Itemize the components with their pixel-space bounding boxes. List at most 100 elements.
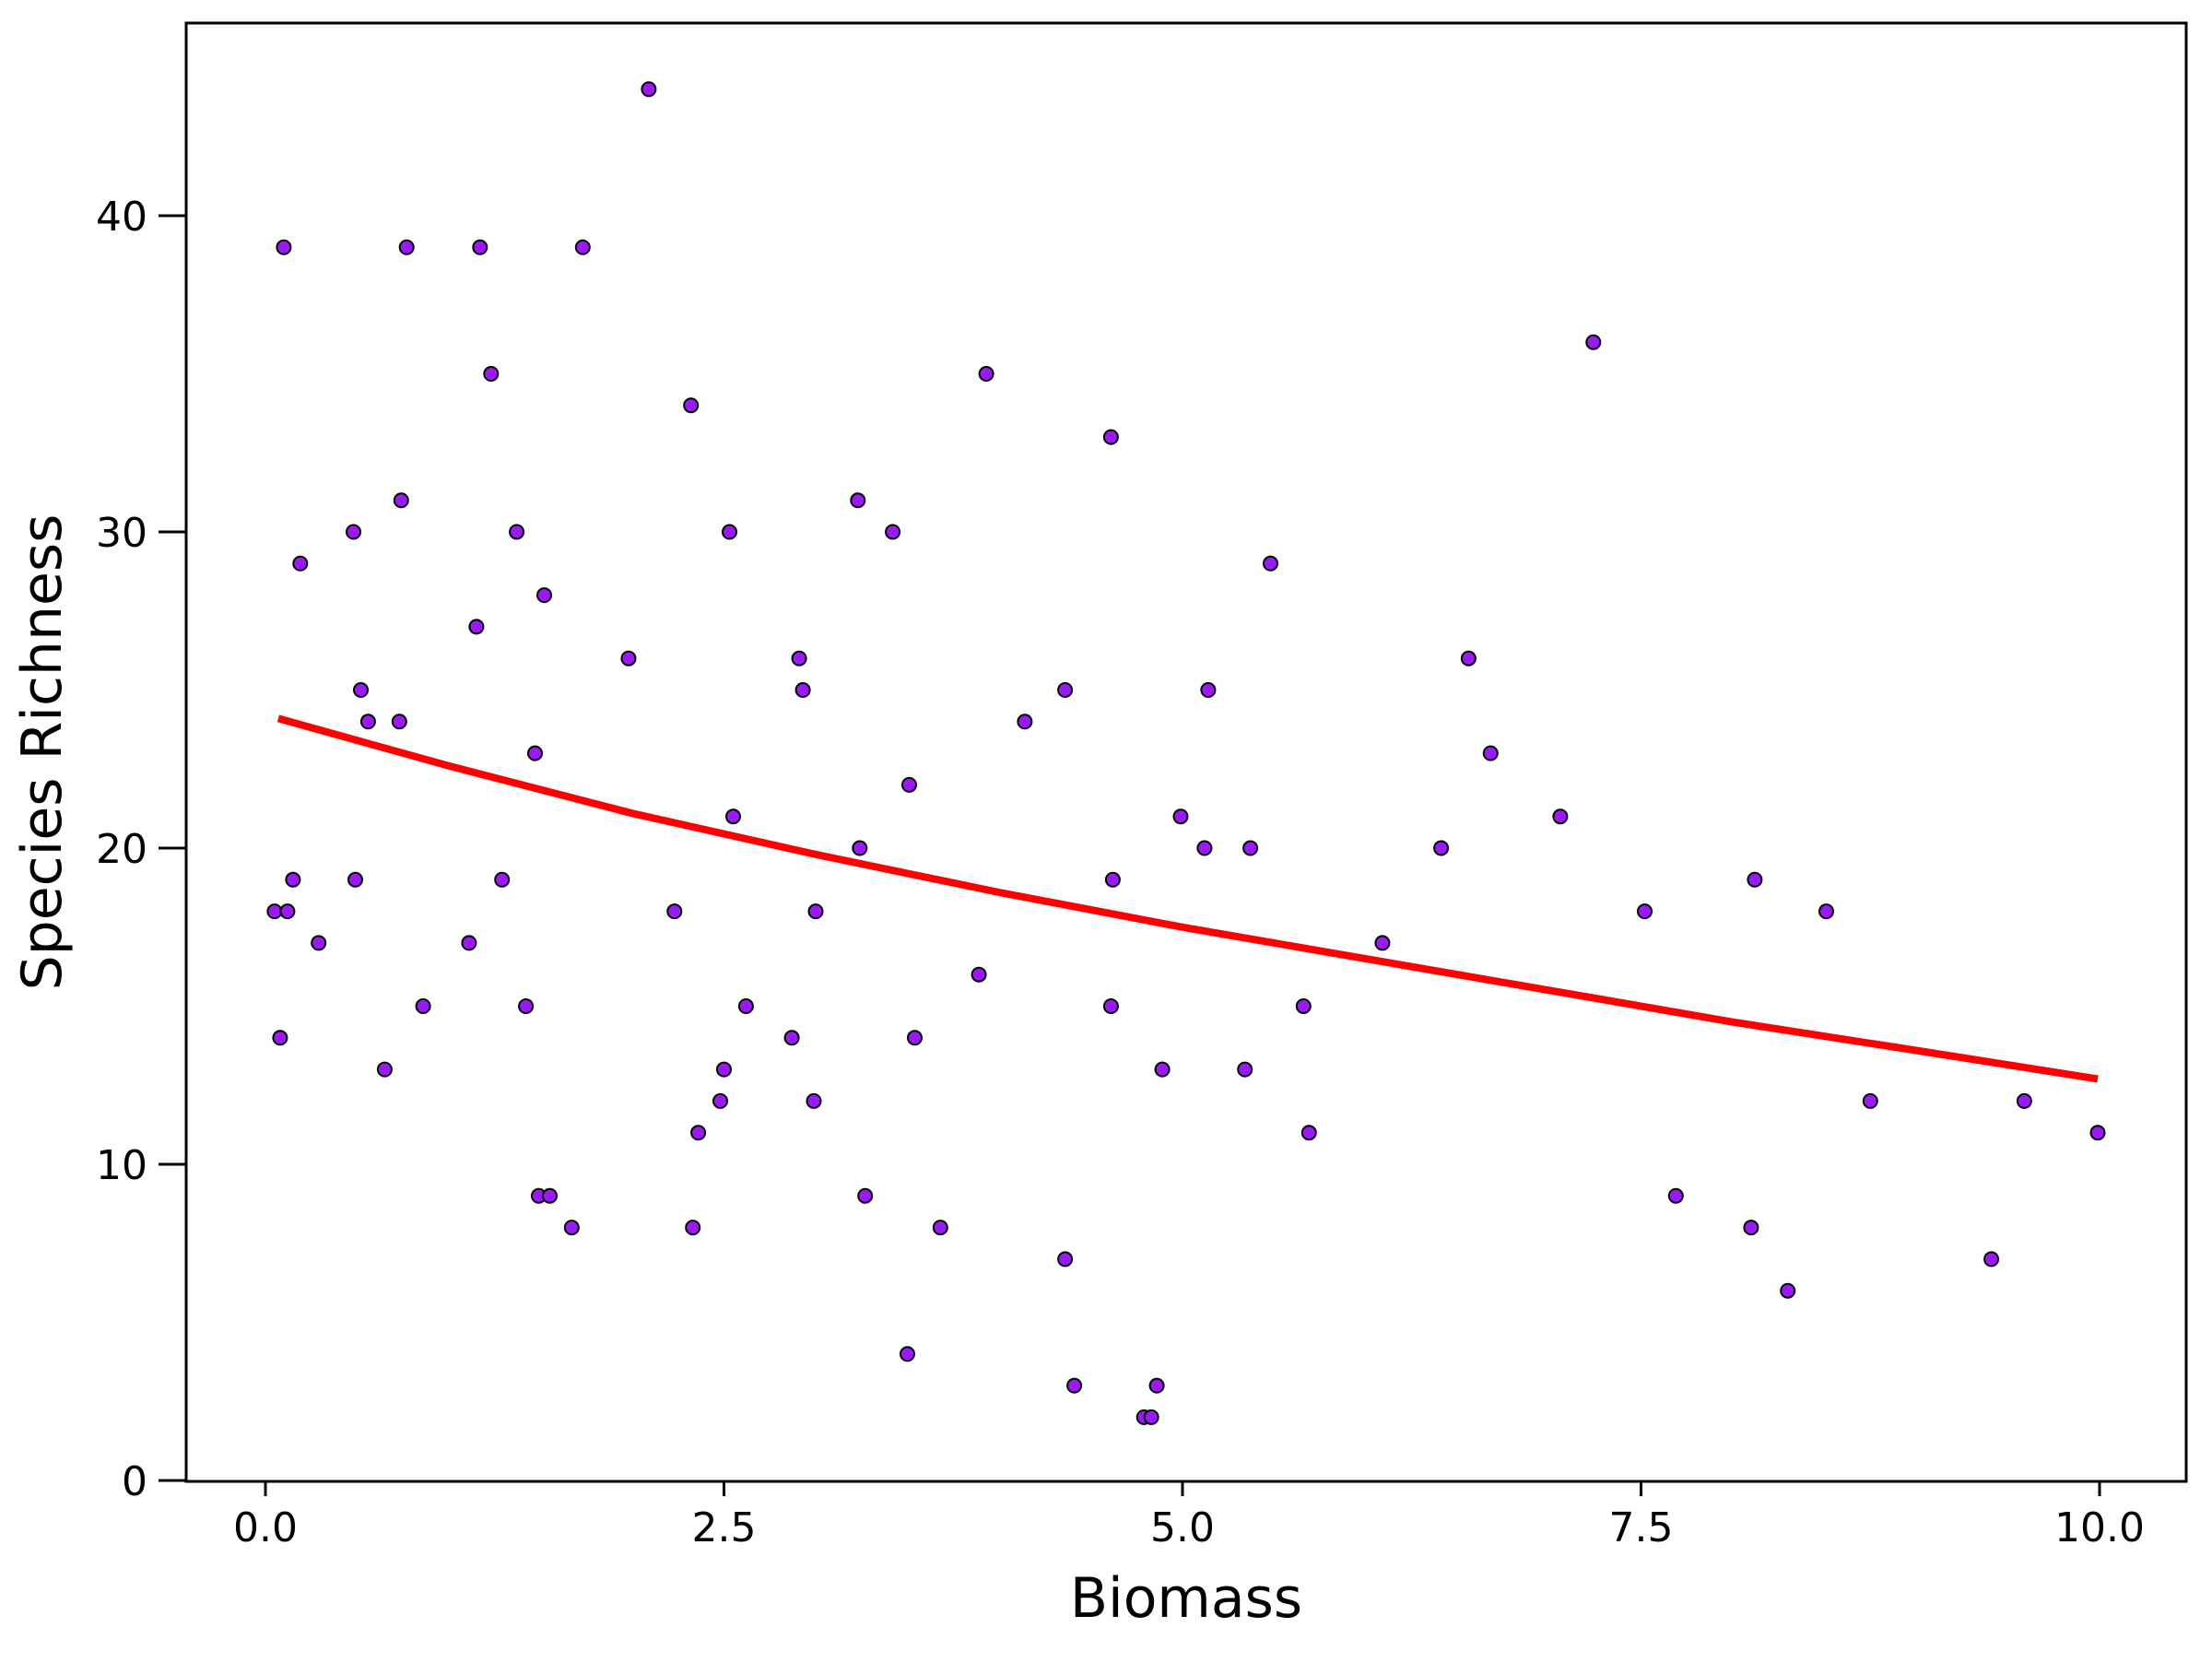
data-point	[850, 492, 866, 509]
data-point	[346, 524, 361, 540]
data-point	[472, 239, 488, 255]
data-point	[932, 1220, 948, 1236]
y-tick-label: 30	[96, 510, 147, 557]
data-point	[685, 1220, 701, 1236]
data-point	[1818, 903, 1834, 920]
data-point	[1057, 1251, 1074, 1268]
data-point	[509, 524, 525, 540]
data-point	[725, 808, 741, 825]
data-point	[527, 745, 543, 761]
plot-frame	[184, 21, 2188, 1483]
data-point	[737, 998, 754, 1014]
data-point	[272, 1030, 288, 1046]
data-point	[1374, 935, 1391, 951]
data-point	[1242, 840, 1259, 856]
data-point	[1237, 1061, 1253, 1078]
data-point	[542, 1187, 558, 1204]
data-point	[1300, 1125, 1317, 1141]
data-point	[620, 650, 637, 666]
data-point	[292, 555, 309, 572]
data-point	[279, 903, 296, 920]
x-tick-label: 7.5	[1609, 1504, 1674, 1551]
y-tick-label: 40	[96, 194, 147, 241]
data-point	[666, 903, 683, 920]
y-tick-label: 20	[96, 826, 147, 873]
data-point	[978, 366, 994, 382]
data-point	[1143, 1409, 1159, 1425]
data-point	[641, 81, 657, 98]
data-point	[1017, 714, 1033, 730]
data-point	[376, 1061, 393, 1078]
data-point	[563, 1220, 580, 1236]
data-point	[683, 397, 700, 414]
data-point	[1552, 808, 1569, 825]
data-point	[783, 1030, 800, 1046]
data-point	[1433, 840, 1450, 856]
x-tick-label: 5.0	[1150, 1504, 1215, 1551]
y-axis-ticks: 0 10 20 30 40	[96, 194, 186, 1505]
x-tick-label: 10.0	[2054, 1504, 2145, 1551]
data-point	[2016, 1092, 2032, 1109]
data-point	[347, 871, 363, 888]
data-point	[393, 492, 409, 509]
data-point	[311, 935, 327, 951]
data-point	[359, 714, 376, 730]
data-point	[1743, 1220, 1759, 1236]
data-point	[806, 1092, 822, 1109]
data-point	[1196, 840, 1213, 856]
data-point	[690, 1125, 707, 1141]
data-point	[468, 619, 485, 635]
fit-line	[276, 714, 2099, 1083]
data-point	[1747, 871, 1763, 888]
x-axis-ticks: 0.0 2.5 5.0 7.5 10.0	[233, 1481, 2145, 1551]
data-point	[518, 998, 535, 1014]
data-point	[1066, 1377, 1083, 1394]
data-point	[1154, 1061, 1171, 1078]
x-tick-label: 2.5	[692, 1504, 757, 1551]
y-tick-label: 10	[96, 1142, 147, 1189]
data-point	[266, 903, 283, 920]
data-point	[1104, 871, 1121, 888]
data-point	[1200, 682, 1217, 698]
data-point	[901, 776, 917, 793]
data-point	[1585, 334, 1602, 350]
data-point	[716, 1061, 732, 1078]
data-point	[712, 1092, 728, 1109]
y-tick-label: 0	[122, 1458, 147, 1505]
data-point	[536, 587, 552, 604]
data-point	[483, 366, 500, 382]
data-point	[907, 1030, 923, 1046]
data-point	[1057, 682, 1074, 698]
data-points	[266, 81, 2106, 1425]
data-point	[574, 239, 591, 255]
data-point	[1482, 745, 1499, 761]
data-point	[971, 966, 987, 983]
data-point	[722, 524, 737, 540]
data-point	[794, 682, 811, 698]
data-point	[885, 524, 901, 540]
data-point	[1667, 1187, 1684, 1204]
data-point	[1172, 808, 1189, 825]
data-point	[1102, 429, 1119, 445]
data-point	[285, 871, 301, 888]
data-point	[852, 840, 868, 856]
y-axis-title: Species Richness	[10, 514, 75, 991]
data-point	[415, 998, 431, 1014]
data-point	[353, 682, 369, 698]
data-point	[1295, 998, 1312, 1014]
data-point	[391, 714, 407, 730]
data-point	[1148, 1377, 1165, 1394]
data-point	[398, 239, 415, 255]
data-point	[1780, 1282, 1796, 1299]
data-point	[1983, 1251, 2000, 1268]
data-point	[900, 1346, 915, 1362]
data-point	[1102, 998, 1119, 1014]
data-point	[1460, 650, 1477, 666]
x-tick-label: 0.0	[233, 1504, 298, 1551]
data-point	[461, 935, 477, 951]
data-point	[1263, 555, 1278, 572]
data-point	[857, 1187, 874, 1204]
data-point	[494, 871, 511, 888]
